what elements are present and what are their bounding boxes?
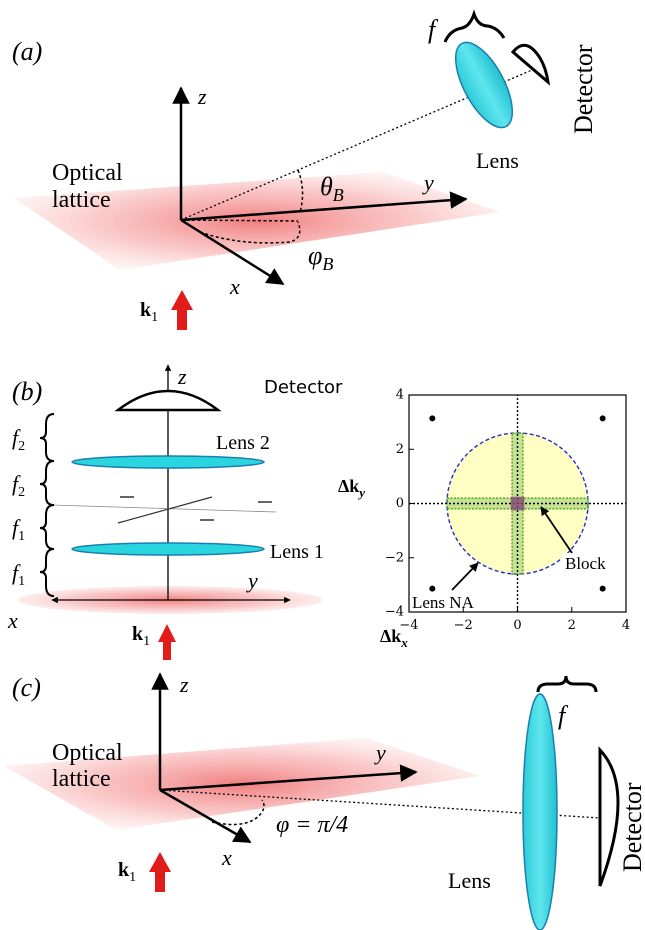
x-tick-label: 4 [622, 618, 630, 633]
panel-c: (c) Optical lattice z y x φ = π/4 Lens f… [4, 672, 645, 930]
y-axis-c [159, 764, 418, 792]
z-axis-label: z [197, 84, 207, 109]
focal-brace-c [536, 675, 598, 693]
detector-c [598, 746, 620, 887]
z-axis-b-label: z [177, 364, 187, 389]
focal-label-a: f [428, 15, 439, 44]
lens-a [454, 41, 514, 129]
detector-c-label: Detector [618, 782, 645, 872]
phi-arc-c [211, 799, 265, 826]
lens-1-label: Lens 1 [270, 541, 324, 563]
scatter-beam [180, 69, 533, 221]
k1-label-a: k1 [140, 299, 158, 325]
x-tick-label: 0 [513, 618, 521, 633]
brace-f1-bottom [39, 548, 55, 597]
theta-arc [297, 169, 304, 213]
x-tick-label: 2 [568, 618, 576, 633]
lattice-c-line1: Optical [52, 740, 123, 766]
k1-label-c: k1 [118, 859, 136, 885]
plot-ylabel: Δky [338, 476, 365, 500]
k1-arrow-c [149, 852, 171, 892]
fourier-plane-cross [117, 496, 213, 524]
phi-arc [199, 221, 301, 244]
phi-c-label: φ = π/4 [276, 812, 348, 838]
phi-label: φB [308, 241, 333, 274]
x-axis-b-label: x [7, 608, 18, 633]
f2-bottom-label: f2 [12, 471, 25, 500]
panel-b-label: (b) [12, 377, 42, 406]
k1-arrow-b [158, 624, 176, 660]
plot-xlabel: Δkx [380, 626, 408, 650]
z-axis-c-label: z [179, 672, 189, 697]
lens-2 [71, 455, 265, 469]
k-space-plot: −4 4 −2 2 0 0 2 −2 4 −4 Δkx Δky Lens NA Block [338, 388, 630, 651]
k1-arrow-a [171, 290, 193, 330]
x-axis [180, 218, 285, 286]
panel-c-label: (c) [12, 673, 41, 702]
lens-2-label: Lens 2 [216, 432, 270, 454]
x-axis-c-label: x [221, 845, 232, 870]
scatter-beam-c [159, 789, 601, 819]
y-axis-c-label: y [374, 740, 386, 765]
lattice-label-line1: Optical [52, 160, 123, 186]
y-axis [180, 191, 468, 222]
x-axis-c [159, 788, 252, 844]
lens-a-label: Lens [476, 148, 519, 173]
annotation-lens-na: Lens NA [412, 593, 475, 612]
lattice-c-line2: lattice [52, 766, 111, 792]
focal-label-c: f [558, 701, 569, 730]
y-axis-label: y [422, 170, 434, 195]
f1-bottom-label: f1 [12, 560, 25, 589]
detector-b-label: Detector [264, 377, 343, 398]
brace-f2-bottom [39, 460, 55, 506]
y-tick-label: −4 [385, 605, 404, 620]
x-tick-label: −4 [399, 618, 418, 633]
lens-c-label: Lens [448, 868, 491, 893]
y-axis-b-label: y [246, 568, 258, 593]
annotation-block: Block [565, 554, 606, 573]
y-tick-label: 4 [396, 388, 404, 403]
arrow-block [540, 506, 573, 554]
panel-a-label: (a) [12, 37, 42, 66]
panel-a: (a) Optical lattice z y x θB φB Lens f D… [12, 9, 598, 330]
bragg-peak-2 [599, 415, 606, 422]
k1-label-b: k1 [132, 623, 150, 649]
focal-brace-a [443, 9, 506, 43]
bragg-peak-1 [429, 415, 436, 422]
x-tick-label: −2 [454, 618, 473, 633]
center-peak [510, 496, 525, 511]
detector-a [510, 43, 551, 86]
brace-f2-top [39, 413, 55, 462]
block-label-bg [562, 553, 618, 573]
detector-b [114, 389, 222, 412]
f2-top-label: f2 [12, 425, 25, 454]
lattice-label-line2: lattice [52, 187, 111, 213]
arrow-lens-na [451, 562, 479, 591]
theta-label: θB [320, 172, 344, 205]
bragg-peak-4 [599, 585, 606, 592]
detector-a-label: Detector [569, 44, 598, 134]
fourier-plane [51, 504, 277, 513]
panel-b-schematic: (b) z y x Detector Lens 2 Lens 1 f2 f2 [7, 364, 343, 660]
y-tick-label: −2 [385, 550, 404, 565]
lens-1 [71, 542, 265, 556]
y-tick-label: 0 [396, 496, 404, 511]
f1-top-label: f1 [12, 515, 25, 544]
brace-f1-top [39, 504, 55, 550]
optical-lattice-plane [14, 172, 500, 270]
y-tick-label: 2 [396, 442, 404, 457]
x-axis-label: x [229, 274, 240, 299]
lens-c [522, 693, 558, 930]
bragg-peak-3 [429, 585, 436, 592]
